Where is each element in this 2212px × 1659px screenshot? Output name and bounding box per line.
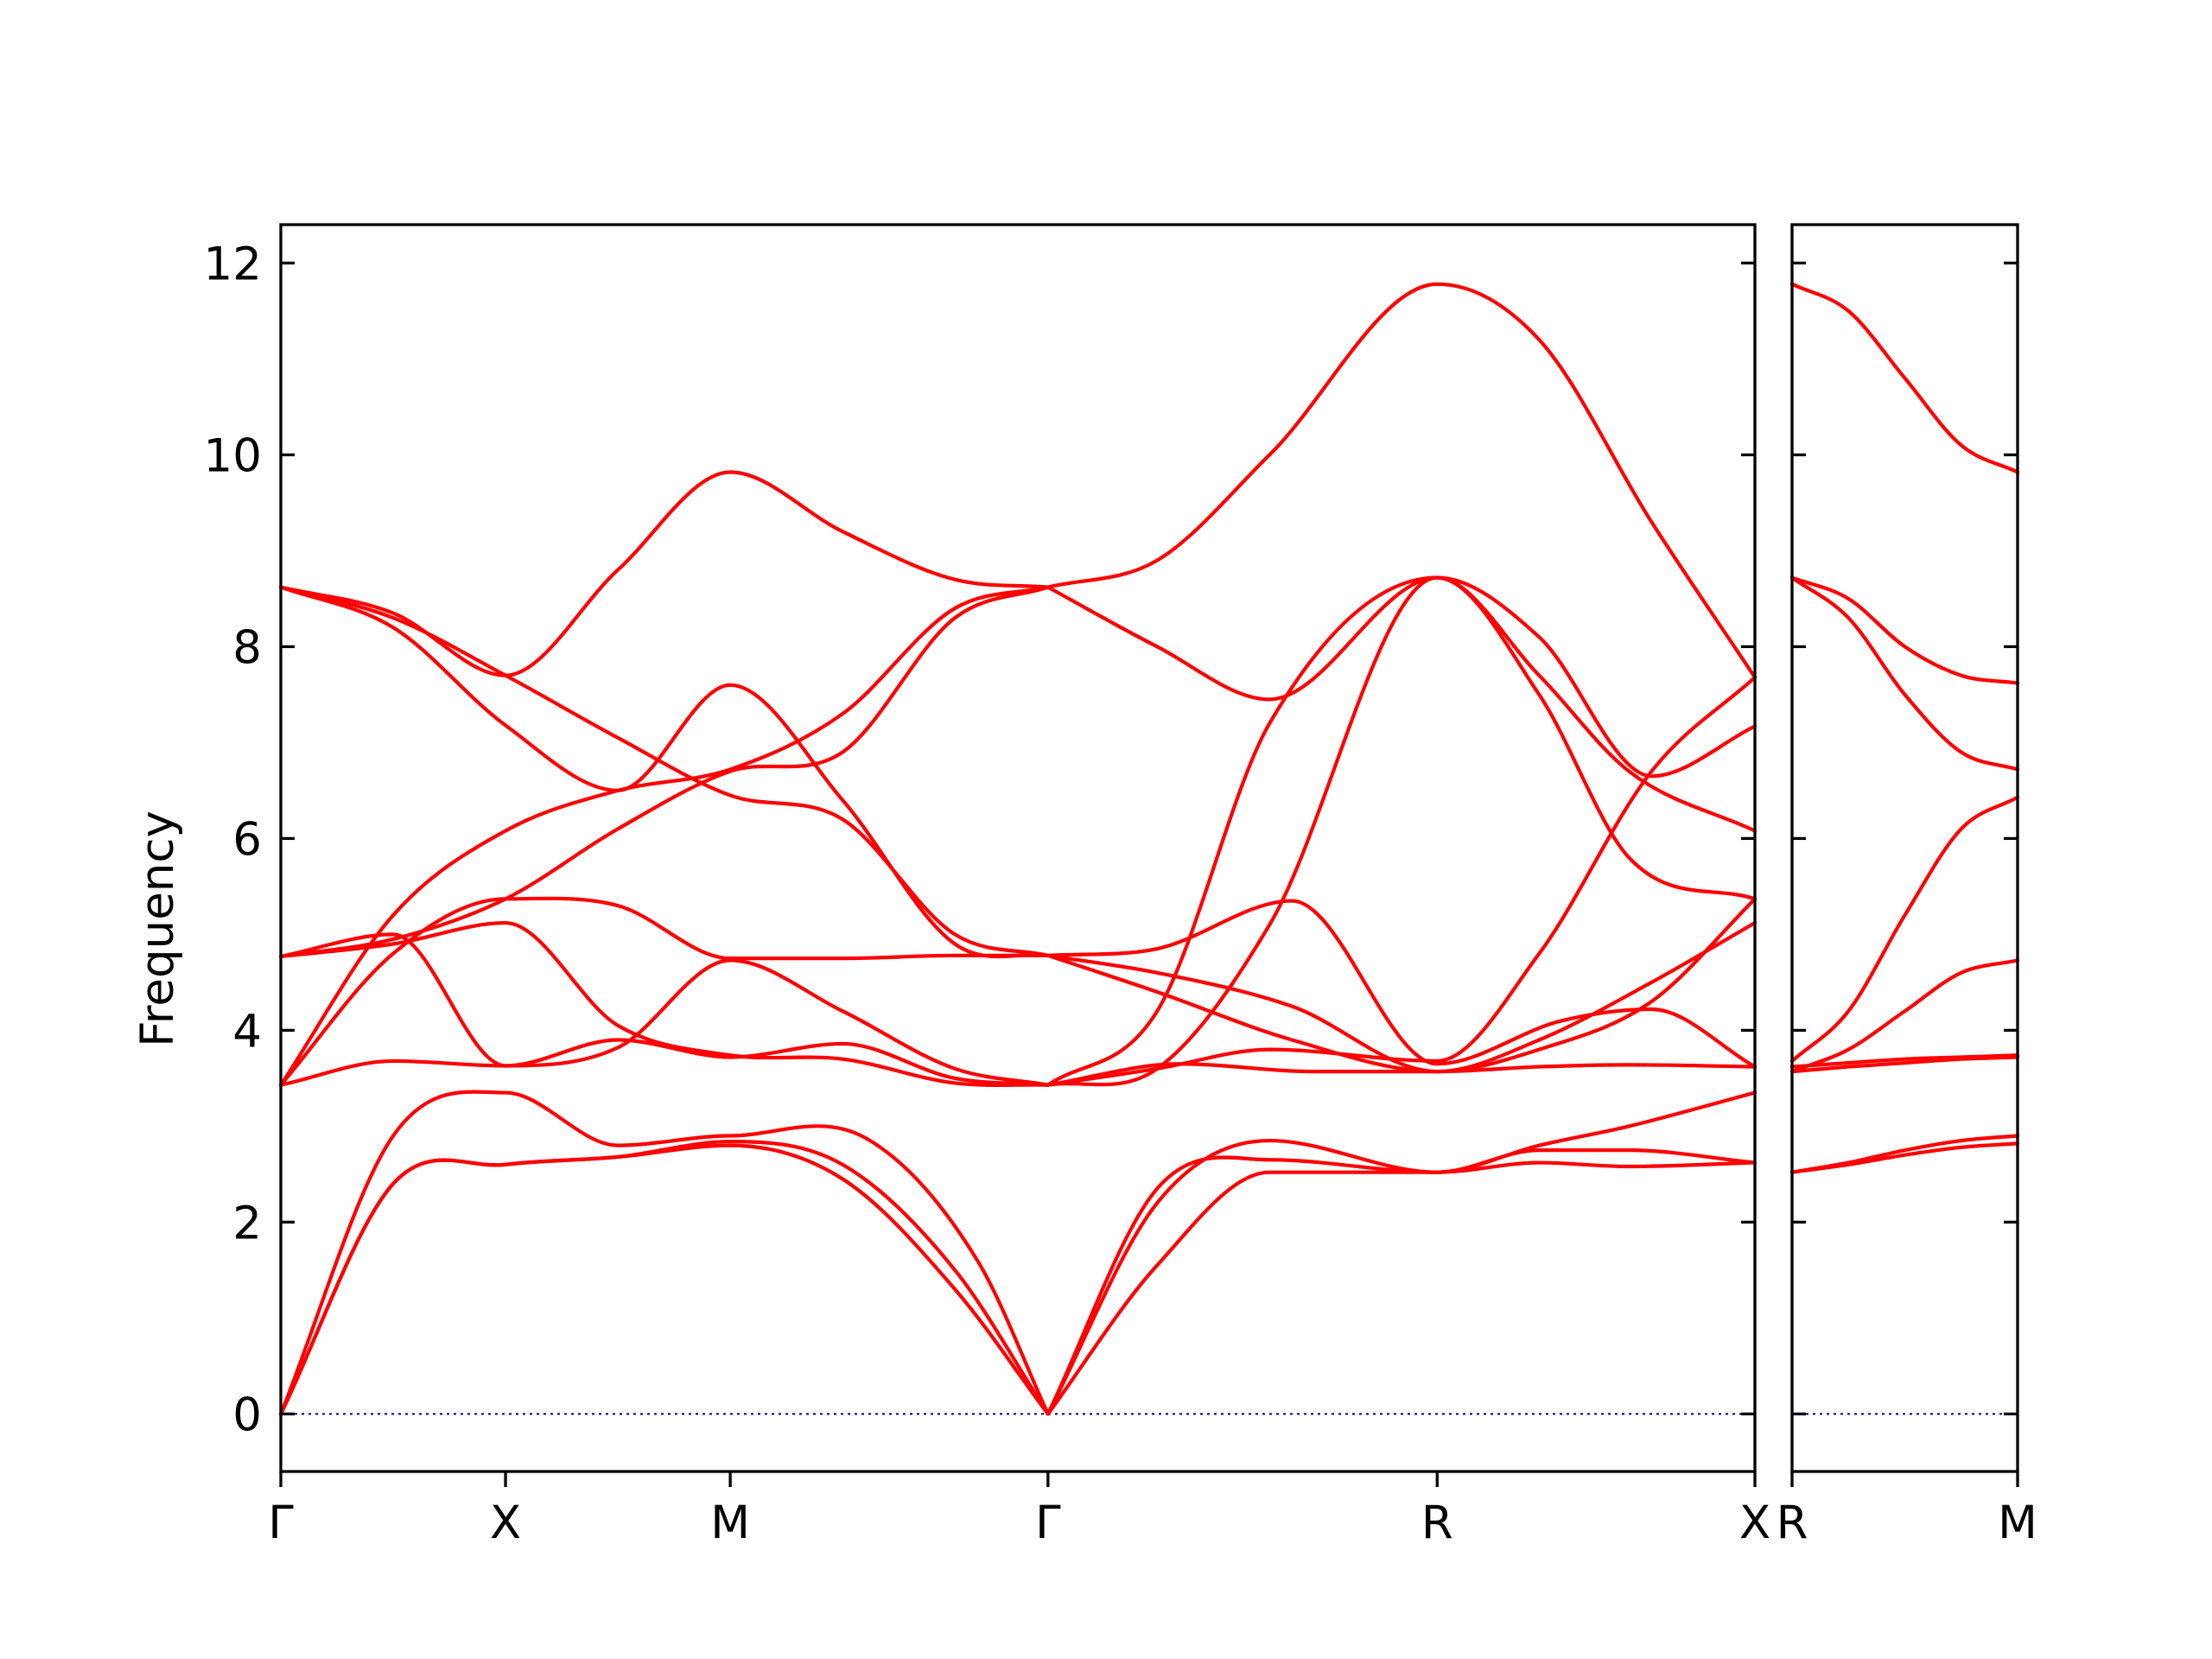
band-main-23 <box>1046 675 1758 1087</box>
band-side-2 <box>1789 1134 2020 1174</box>
y-axis-label: Frequency <box>131 810 184 1047</box>
y-tick-label: 2 <box>232 1197 262 1249</box>
band-main-8 <box>278 585 1050 959</box>
band-side-5 <box>1789 958 2020 1074</box>
band-main-21 <box>1046 920 1758 1074</box>
band-main-5 <box>278 585 1050 1087</box>
band-main-10 <box>278 585 1050 957</box>
band-side-9 <box>1789 282 2020 474</box>
x-tick-label: X <box>490 1497 521 1549</box>
band-side-6 <box>1789 795 2020 1064</box>
x-tick-label: Γ <box>1035 1497 1061 1549</box>
y-tick-label: 12 <box>204 238 262 290</box>
band-main-2 <box>278 1140 1050 1416</box>
x-tick-label: X <box>1739 1497 1770 1549</box>
band-side-7 <box>1789 575 2020 772</box>
band-main-24 <box>1046 282 1758 680</box>
band-side-4 <box>1789 1053 2020 1069</box>
band-main-3 <box>278 1090 1050 1416</box>
band-main-17 <box>1046 575 1758 1087</box>
x-tick-label: M <box>1998 1497 2037 1549</box>
panel-main: 0 2 4 6 8 10 12 Γ X M Γ R X <box>204 223 1770 1549</box>
band-main-14 <box>1046 1138 1758 1416</box>
band-main-12 <box>278 470 1050 677</box>
band-main-9 <box>278 932 1050 1087</box>
plot-frame-side <box>1790 223 2019 1473</box>
x-tick-label: R <box>1421 1497 1453 1549</box>
band-main-15 <box>1046 1090 1758 1416</box>
y-tick-label: 0 <box>232 1389 262 1441</box>
y-tick-label: 4 <box>232 1005 262 1058</box>
x-tick-label: M <box>710 1497 750 1549</box>
band-main-6 <box>278 896 1050 1087</box>
band-main-19 <box>1046 899 1758 1069</box>
band-side-8 <box>1789 575 2020 685</box>
y-tick-label: 6 <box>232 813 262 866</box>
plot-frame-main <box>279 223 1757 1473</box>
x-tick-label: R <box>1777 1497 1808 1549</box>
y-tick-label: 8 <box>232 621 262 674</box>
x-tick-label: Γ <box>268 1497 294 1549</box>
y-tick-label: 10 <box>204 429 262 482</box>
band-main-4 <box>278 1038 1050 1087</box>
band-main-11 <box>278 585 1050 959</box>
band-main-18 <box>1046 575 1758 1087</box>
